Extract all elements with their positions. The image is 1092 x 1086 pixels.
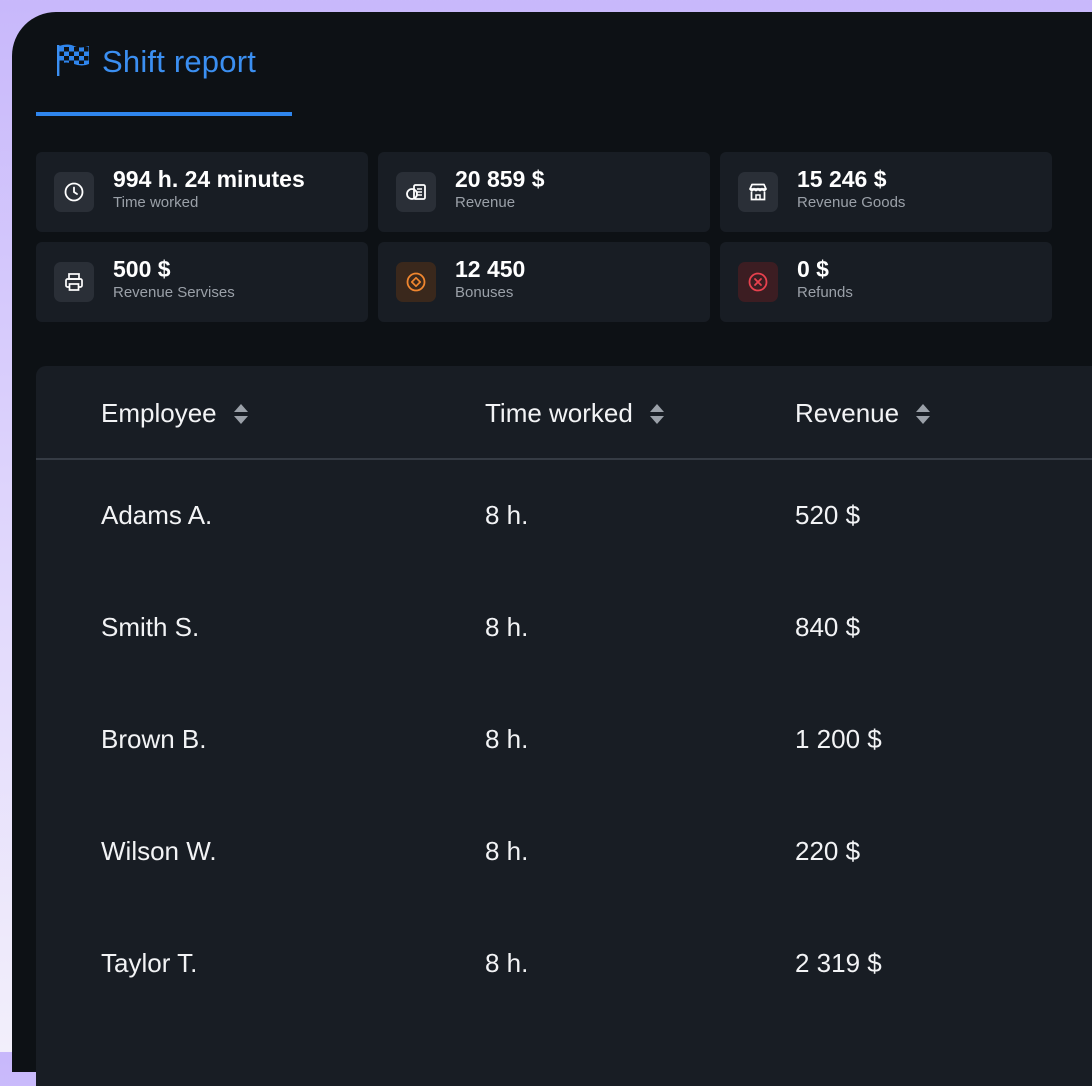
cell-revenue: 1 200 $ <box>795 724 882 754</box>
table-row[interactable]: Wilson W. 8 h. 220 $ <box>36 796 1092 908</box>
cell-time-worked: 8 h. <box>485 612 529 642</box>
stat-card-refunds: 0 $ Refunds <box>720 242 1052 322</box>
table-row[interactable]: Taylor T. 8 h. 2 319 $ <box>36 908 1092 1020</box>
table-header: Employee Time worked Revenue <box>36 366 1092 460</box>
column-header-time-worked[interactable]: Time worked <box>485 398 665 429</box>
cell-revenue: 220 $ <box>795 836 861 866</box>
stat-label: Revenue Goods <box>797 194 906 211</box>
cell-time-worked: 8 h. <box>485 724 529 754</box>
shift-report-panel: Shift report 994 h. 24 minutes Time work… <box>12 12 1092 1086</box>
stat-label: Time worked <box>113 194 199 211</box>
clock-icon <box>54 172 94 212</box>
tab-shift-report[interactable]: Shift report <box>36 12 292 116</box>
table-row[interactable]: Smith S. 8 h. 840 $ <box>36 572 1092 684</box>
stat-label: Refunds <box>797 284 853 301</box>
stat-card-revenue-goods: 15 246 $ Revenue Goods <box>720 152 1052 232</box>
stat-value: 15 246 $ <box>797 166 887 192</box>
cell-employee: Brown B. <box>101 724 207 754</box>
stat-card-bonuses: 12 450 Bonuses <box>378 242 710 322</box>
cell-time-worked: 8 h. <box>485 500 529 530</box>
cancel-circle-icon <box>738 262 778 302</box>
sort-icon[interactable] <box>233 401 249 427</box>
sort-icon[interactable] <box>915 401 931 427</box>
stat-label: Bonuses <box>455 284 514 301</box>
sort-icon[interactable] <box>649 401 665 427</box>
stat-card-revenue: 20 859 $ Revenue <box>378 152 710 232</box>
bonus-icon <box>396 262 436 302</box>
stat-value: 12 450 <box>455 256 526 282</box>
column-header-employee[interactable]: Employee <box>101 398 249 429</box>
printer-icon <box>54 262 94 302</box>
stat-value: 20 859 $ <box>455 166 545 192</box>
cell-employee: Smith S. <box>101 612 200 642</box>
employees-table: Employee Time worked Revenue Adams A. 8 <box>36 366 1092 1086</box>
cell-time-worked: 8 h. <box>485 836 529 866</box>
cash-icon <box>396 172 436 212</box>
cell-time-worked: 8 h. <box>485 948 529 978</box>
table-row[interactable]: Adams A. 8 h. 520 $ <box>36 460 1092 572</box>
stat-card-revenue-services: 500 $ Revenue Servises <box>36 242 368 322</box>
cell-employee: Adams A. <box>101 500 213 530</box>
stat-value: 994 h. 24 minutes <box>113 166 305 192</box>
cell-revenue: 840 $ <box>795 612 861 642</box>
cell-revenue: 520 $ <box>795 500 861 530</box>
stat-label: Revenue <box>455 194 516 211</box>
stat-value: 0 $ <box>797 256 829 282</box>
stat-value: 500 $ <box>113 256 171 282</box>
table-row[interactable]: Brown B. 8 h. 1 200 $ <box>36 684 1092 796</box>
cell-employee: Taylor T. <box>101 948 198 978</box>
store-icon <box>738 172 778 212</box>
stat-card-time-worked: 994 h. 24 minutes Time worked <box>36 152 368 232</box>
cell-employee: Wilson W. <box>101 836 217 866</box>
page-title: Shift report <box>102 44 257 79</box>
column-header-revenue[interactable]: Revenue <box>795 398 931 429</box>
stat-label: Revenue Servises <box>113 284 235 301</box>
cell-revenue: 2 319 $ <box>795 948 882 978</box>
checkered-flag-icon <box>54 43 92 82</box>
